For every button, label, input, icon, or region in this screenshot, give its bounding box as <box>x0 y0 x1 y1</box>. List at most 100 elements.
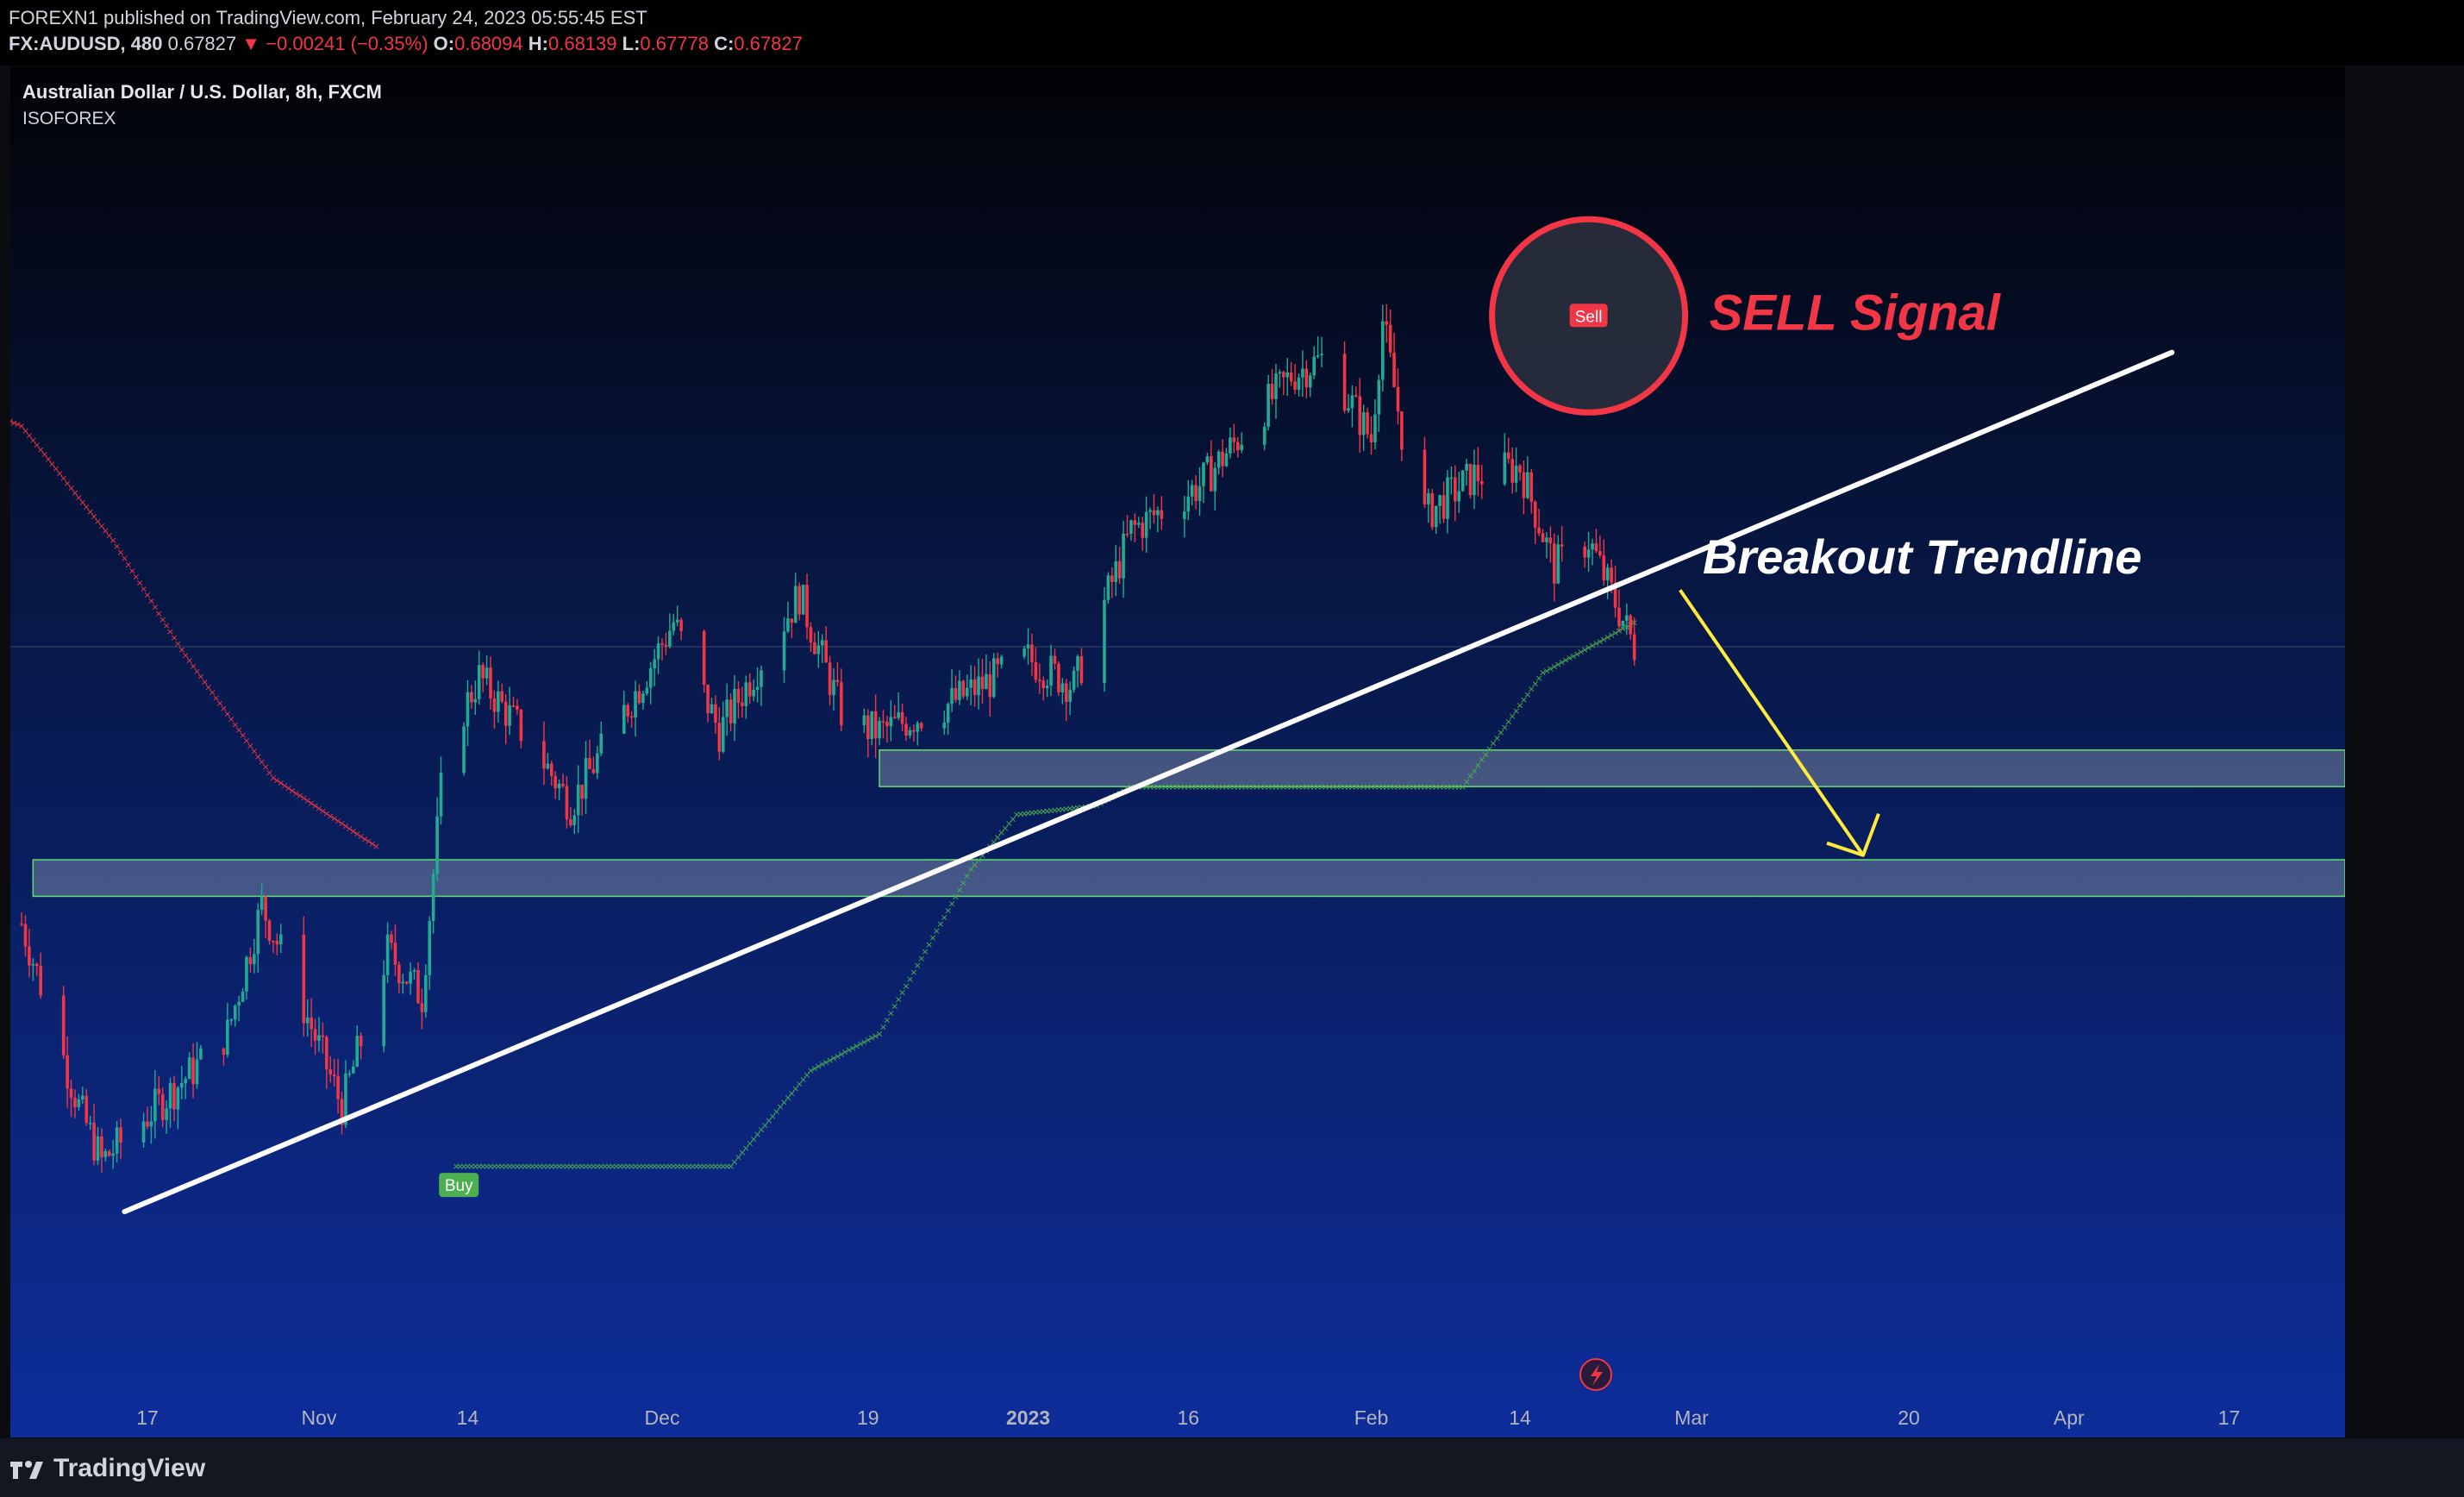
buy-trail-mark-290: × <box>1558 657 1566 668</box>
candle-body <box>1583 546 1586 558</box>
buy-trail-mark-246: × <box>1390 781 1398 792</box>
candle-body <box>1350 395 1354 409</box>
candle-body <box>656 643 660 660</box>
candle-269 <box>1369 416 1373 455</box>
candle-246 <box>1262 422 1266 451</box>
sell-trail-mark-72: × <box>223 708 231 719</box>
candle-57 <box>313 1018 317 1055</box>
candle-307 <box>1553 533 1556 602</box>
buy-trail-mark-133: × <box>960 878 967 889</box>
buy-trail-mark-5: × <box>472 1161 479 1172</box>
candle-316 <box>1605 563 1610 599</box>
candle-body <box>176 1087 180 1110</box>
candle-body <box>508 705 511 726</box>
candle-196 <box>996 652 999 678</box>
candle-body <box>462 726 466 774</box>
buy-trail-mark-158: × <box>1054 804 1062 815</box>
candle-92 <box>485 655 489 686</box>
buy-trail-mark-91: × <box>799 1074 807 1085</box>
candle-152 <box>790 617 794 638</box>
sell-trail-mark-29: × <box>59 473 67 484</box>
candle-body <box>1392 352 1396 387</box>
price-chart[interactable]: ××××××××××××××××××××××××××××××××××××××××… <box>10 66 2345 1437</box>
candle-body <box>1449 477 1454 479</box>
candle-183 <box>946 702 950 735</box>
candle-161 <box>824 625 828 663</box>
sell-trail-mark-52: × <box>147 596 155 607</box>
buy-trail-mark-104: × <box>849 1043 857 1054</box>
candle-body <box>1613 582 1617 608</box>
buy-trail-mark-21: × <box>532 1161 540 1172</box>
buy-trail-mark-185: × <box>1158 781 1166 792</box>
candle-136 <box>710 698 714 714</box>
candle-261 <box>1320 336 1323 367</box>
candle-body <box>1022 648 1026 657</box>
buy-trail-mark-33: × <box>578 1161 586 1172</box>
candle-body <box>237 1001 241 1005</box>
candle-body <box>256 910 260 955</box>
candle-body <box>1529 472 1534 502</box>
buy-trail-mark-203: × <box>1226 781 1234 792</box>
candle-body <box>1110 575 1114 582</box>
buy-trail-mark-222: × <box>1298 781 1306 792</box>
buy-trail-mark-272: × <box>1489 738 1497 749</box>
candle-body <box>1526 472 1529 498</box>
candle-body <box>1301 368 1304 378</box>
buy-trail-mark-213: × <box>1265 781 1273 792</box>
x-tick-1: Nov <box>302 1406 337 1429</box>
candle-body <box>1194 485 1198 501</box>
sell-trail-mark-79: × <box>250 746 258 757</box>
candle-281 <box>1434 505 1438 535</box>
candle-body <box>168 1082 172 1109</box>
candle-body <box>382 974 385 1047</box>
buy-trail-mark-146: × <box>1009 813 1016 824</box>
candle-body <box>115 1127 119 1154</box>
sell-trail-mark-80: × <box>254 751 262 762</box>
buy-trail-mark-19: × <box>525 1161 533 1172</box>
sell-trail-mark-99: × <box>327 811 335 822</box>
candle-body <box>942 722 947 729</box>
candle-151 <box>786 601 790 634</box>
candle-body <box>439 773 443 817</box>
sell-trail-mark-43: × <box>113 541 121 552</box>
tradingview-brand[interactable]: TradingView <box>10 1454 205 1483</box>
buy-trail-mark-124: × <box>925 939 933 950</box>
candle-body <box>1049 655 1053 686</box>
candle-103 <box>546 752 550 770</box>
sell-trail-mark-73: × <box>228 714 235 725</box>
buy-trail-mark-296: × <box>1581 644 1589 655</box>
buy-trail-mark-225: × <box>1310 781 1318 792</box>
breakout-trendline <box>122 349 2175 1215</box>
candle-294 <box>1503 433 1507 486</box>
candle-body <box>904 723 908 736</box>
buy-trail-mark-2: × <box>460 1161 467 1172</box>
candle-205 <box>1049 644 1053 697</box>
sell-trail-mark-105: × <box>349 825 357 836</box>
candle-145 <box>744 675 748 719</box>
buy-trail-mark-78: × <box>750 1133 758 1144</box>
buy-trail-mark-242: × <box>1375 781 1383 792</box>
sell-trail-mark-32: × <box>71 487 78 498</box>
candle-176 <box>900 703 904 732</box>
candle-body <box>572 815 577 826</box>
candle-body <box>1560 544 1564 547</box>
buy-trail-mark-0: × <box>453 1161 460 1172</box>
candle-body <box>664 644 668 647</box>
publish-header: FOREXN1 published on TradingView.com, Fe… <box>0 0 2464 66</box>
sell-trail-mark-30: × <box>64 478 72 489</box>
buy-trail-mark-39: × <box>601 1161 609 1172</box>
publish-info: FOREXN1 published on TradingView.com, Fe… <box>9 7 647 28</box>
candle-19 <box>111 1139 115 1169</box>
buy-trail-mark-42: × <box>612 1161 620 1172</box>
candle-301 <box>1529 469 1534 514</box>
sell-trail-mark-16: × <box>10 417 18 429</box>
candle-60 <box>325 1035 328 1089</box>
candle-72 <box>390 930 393 950</box>
candle-body <box>245 957 248 992</box>
buy-trail-mark-114: × <box>887 1008 895 1019</box>
buy-trail-mark-70: × <box>719 1161 727 1172</box>
x-tick-12: 17 <box>2218 1406 2241 1429</box>
candle-body <box>485 667 489 679</box>
candle-217 <box>1114 545 1118 597</box>
buy-trail-mark-237: × <box>1356 781 1364 792</box>
